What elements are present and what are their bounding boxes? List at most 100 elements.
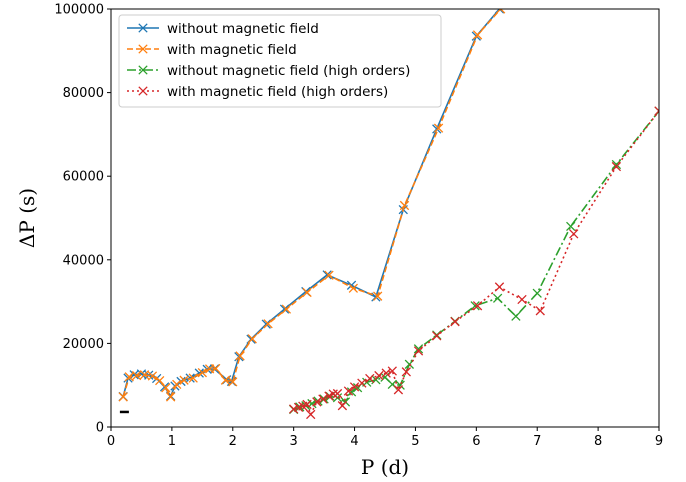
- marker-stroke: [611, 161, 622, 172]
- legend-entry: with magnetic field: [127, 42, 297, 58]
- marker-stroke: [197, 368, 207, 378]
- marker-stroke: [139, 370, 150, 380]
- legend: without magnetic field with magnetic fiel…: [118, 14, 442, 108]
- y-tick-label: 60000: [63, 170, 104, 185]
- x-tick-label: 5: [411, 434, 419, 449]
- data-point-marker: [261, 319, 271, 329]
- data-point-marker: [306, 409, 316, 420]
- data-point-marker: [281, 304, 292, 314]
- marker-stroke: [566, 221, 576, 232]
- marker-stroke: [124, 372, 134, 382]
- marker-stroke: [147, 371, 158, 381]
- data-point-marker: [147, 371, 158, 381]
- marker-stroke: [346, 280, 357, 290]
- marker-stroke: [332, 388, 343, 399]
- data-point-marker: [413, 344, 424, 354]
- data-point-marker: [228, 377, 238, 387]
- data-point-marker: [124, 372, 134, 382]
- data-point-marker: [131, 370, 142, 381]
- x-tick-label: 6: [472, 434, 480, 449]
- marker-stroke: [289, 404, 299, 414]
- data-point-marker: [302, 287, 312, 298]
- legend-label: without magnetic field (high orders): [167, 63, 410, 79]
- legend-marker: [138, 23, 148, 33]
- data-point-marker: [374, 370, 384, 381]
- data-point-marker: [450, 317, 460, 327]
- marker-stroke: [357, 378, 367, 388]
- marker-stroke: [172, 379, 182, 390]
- marker-stroke: [374, 370, 384, 381]
- data-point-marker: [569, 229, 579, 239]
- data-point-marker: [494, 9, 505, 14]
- data-point-marker: [517, 294, 527, 305]
- data-point-marker: [432, 331, 442, 341]
- marker-stroke: [401, 367, 411, 377]
- legend-entry: without magnetic field: [127, 21, 319, 37]
- marker-stroke: [161, 383, 171, 393]
- marker-stroke: [472, 30, 483, 40]
- data-point-marker: [172, 379, 182, 390]
- marker-stroke: [399, 200, 410, 211]
- marker-stroke: [499, 9, 506, 14]
- marker-stroke: [450, 317, 460, 327]
- series-line: [293, 110, 659, 416]
- series-4: [289, 106, 659, 420]
- data-point-marker: [139, 370, 150, 380]
- data-point-marker: [155, 375, 165, 386]
- y-tick-label: 80000: [63, 86, 104, 101]
- marker-stroke: [365, 373, 375, 384]
- data-point-marker: [179, 375, 189, 385]
- marker-stroke: [211, 363, 221, 374]
- data-point-marker: [381, 368, 391, 378]
- data-point-marker: [472, 301, 483, 311]
- x-tick-label: 4: [350, 434, 358, 449]
- data-point-marker: [492, 293, 503, 303]
- data-point-marker: [357, 378, 367, 388]
- marker-stroke: [166, 392, 176, 402]
- data-point-marker: [136, 369, 147, 379]
- data-point-marker: [289, 404, 299, 414]
- data-point-marker: [535, 306, 545, 316]
- data-point-marker: [235, 351, 245, 361]
- data-point-marker: [302, 399, 312, 410]
- marker-stroke: [393, 385, 404, 395]
- marker-stroke: [263, 319, 273, 329]
- marker-stroke: [328, 389, 338, 399]
- marker-stroke: [511, 311, 521, 321]
- marker-stroke: [381, 368, 391, 378]
- marker-stroke: [498, 9, 505, 14]
- marker-stroke: [228, 377, 238, 387]
- series-3: [289, 106, 659, 415]
- marker-stroke: [348, 283, 358, 293]
- data-point-marker: [373, 291, 383, 301]
- x-axis-label: P (d): [361, 455, 409, 479]
- data-point-marker: [328, 389, 338, 399]
- data-point-marker: [496, 9, 506, 14]
- data-point-marker: [433, 123, 444, 133]
- y-tick-label: 40000: [63, 253, 104, 268]
- legend-label: without magnetic field: [167, 21, 319, 37]
- x-tick-label: 7: [533, 434, 541, 449]
- marker-stroke: [131, 370, 142, 381]
- data-point-marker: [312, 397, 322, 407]
- data-point-marker: [348, 283, 358, 293]
- marker-stroke: [312, 397, 322, 407]
- data-point-marker: [511, 311, 521, 321]
- series-2: [118, 9, 506, 402]
- marker-stroke: [343, 386, 354, 396]
- data-point-marker: [118, 392, 128, 402]
- marker-stroke: [654, 110, 659, 116]
- plot-frame: [110, 8, 660, 428]
- y-axis-ticks: 0 20000 40000 60000 80000 100000: [54, 3, 111, 436]
- data-point-marker: [220, 375, 231, 385]
- data-point-marker: [494, 282, 505, 292]
- legend-box: [118, 14, 442, 108]
- x-tick-label: 8: [594, 434, 602, 449]
- data-point-marker: [247, 334, 257, 344]
- data-point-marker: [566, 221, 576, 232]
- marker-stroke: [413, 344, 424, 354]
- marker-stroke: [155, 375, 165, 386]
- marker-stroke: [318, 394, 328, 404]
- marker-stroke: [235, 351, 245, 361]
- data-point-marker: [472, 30, 483, 40]
